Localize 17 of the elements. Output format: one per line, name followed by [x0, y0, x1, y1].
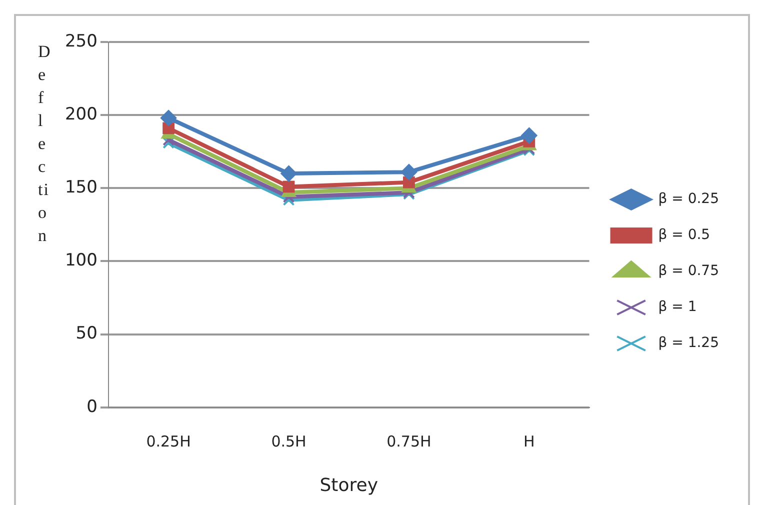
- x-axis-title: Storey: [320, 474, 378, 496]
- y-tick-label: 50: [76, 324, 98, 344]
- x-tick-label: 0.75H: [386, 432, 432, 450]
- x-tick-label: 0.25H: [146, 432, 191, 450]
- y-tick-label: 250: [64, 31, 98, 52]
- x-tick-label: 0.5H: [271, 432, 306, 450]
- legend-label: β = 1: [658, 299, 697, 316]
- legend-label: β = 0.25: [658, 191, 720, 208]
- legend-label: β = 1.25: [658, 335, 720, 352]
- y-tick-label: 200: [64, 104, 98, 124]
- y-tick-label: 150: [64, 178, 98, 198]
- legend-label: β = 0.75: [658, 263, 720, 280]
- legend-label: β = 0.5: [658, 227, 710, 244]
- text: Deflection: [38, 42, 52, 245]
- y-tick-label: 0: [86, 396, 98, 417]
- x-tick-label: H: [524, 432, 535, 450]
- y-tick-label: 100: [64, 250, 98, 271]
